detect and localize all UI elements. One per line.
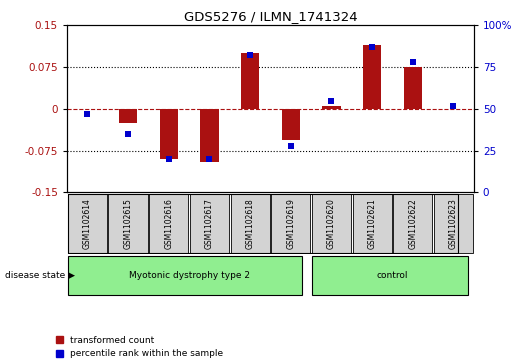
Bar — [282, 109, 300, 139]
Bar — [241, 53, 259, 109]
Bar — [149, 193, 188, 253]
Bar — [231, 193, 269, 253]
Bar — [312, 256, 468, 295]
Text: GSM1102618: GSM1102618 — [246, 198, 254, 249]
Text: GSM1102622: GSM1102622 — [408, 198, 417, 249]
Text: GSM1102616: GSM1102616 — [164, 198, 173, 249]
Bar — [68, 256, 302, 295]
Text: GSM1102623: GSM1102623 — [449, 198, 458, 249]
Bar — [160, 109, 178, 159]
Bar — [68, 193, 107, 253]
Title: GDS5276 / ILMN_1741324: GDS5276 / ILMN_1741324 — [183, 10, 357, 23]
Text: GSM1102620: GSM1102620 — [327, 198, 336, 249]
Text: control: control — [376, 272, 408, 280]
Bar — [271, 193, 310, 253]
Text: GSM1102614: GSM1102614 — [83, 198, 92, 249]
Text: GSM1102617: GSM1102617 — [205, 198, 214, 249]
Legend: transformed count, percentile rank within the sample: transformed count, percentile rank withi… — [56, 336, 224, 359]
Text: disease state ▶: disease state ▶ — [5, 272, 75, 280]
Text: GSM1102619: GSM1102619 — [286, 198, 295, 249]
Text: GSM1102615: GSM1102615 — [124, 198, 132, 249]
Bar — [190, 193, 229, 253]
Bar — [312, 193, 351, 253]
Bar — [200, 109, 218, 162]
Bar — [109, 193, 147, 253]
Text: GSM1102621: GSM1102621 — [368, 198, 376, 249]
Text: Myotonic dystrophy type 2: Myotonic dystrophy type 2 — [129, 272, 249, 280]
Bar — [434, 193, 473, 253]
Bar — [393, 193, 432, 253]
Bar — [404, 67, 422, 109]
Bar — [119, 109, 137, 123]
Bar — [322, 106, 340, 109]
Bar — [353, 193, 391, 253]
Bar — [363, 45, 381, 109]
